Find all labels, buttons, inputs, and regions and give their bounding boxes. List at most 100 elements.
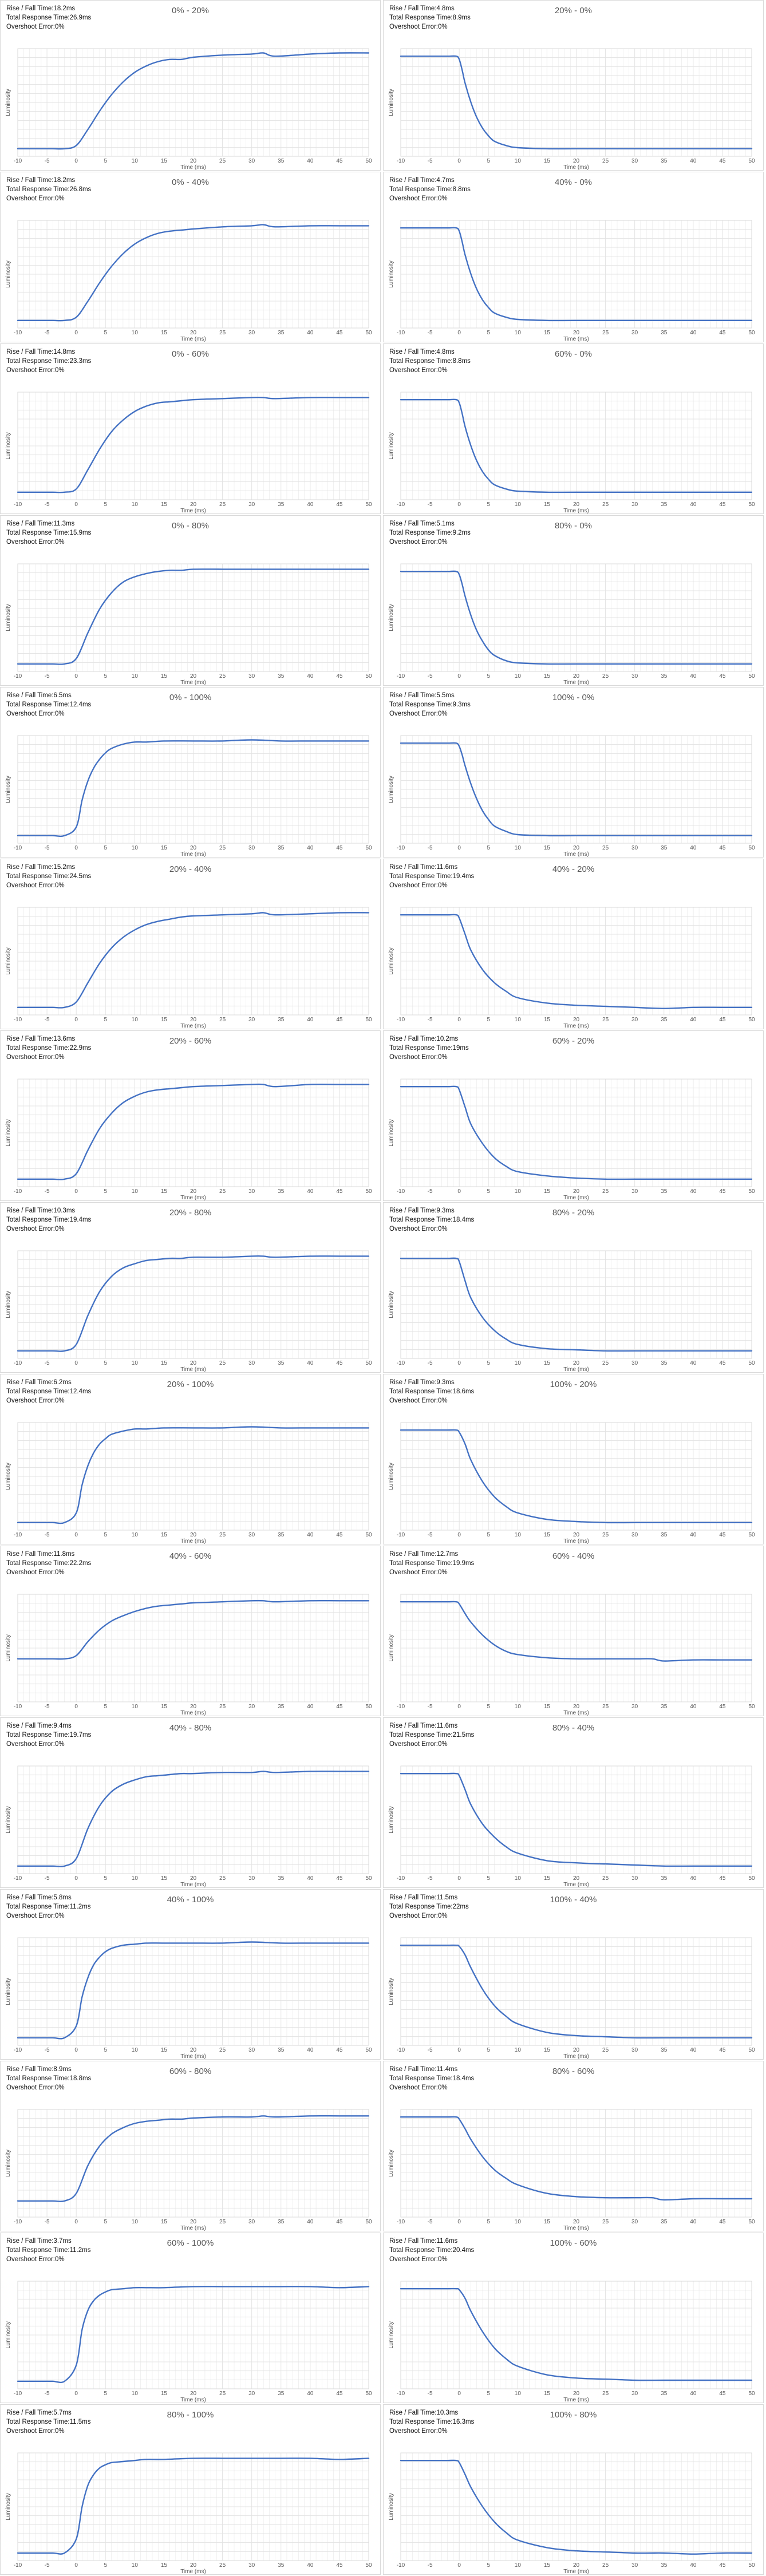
x-tick-label: 25 <box>219 2391 226 2397</box>
plot-frame <box>17 907 369 1016</box>
chart-title: 40% - 80% <box>169 1723 212 1733</box>
x-tick-label: 0 <box>457 1188 461 1195</box>
x-tick-label: 45 <box>719 2047 726 2053</box>
x-tick-label: 20 <box>573 2219 580 2225</box>
x-tick-label: 35 <box>278 2391 285 2397</box>
rise-fall-time: Rise / Fall Time:11.6ms <box>389 2238 458 2245</box>
x-tick-label: 40 <box>307 501 314 508</box>
x-tick-label: 20 <box>573 1017 580 1023</box>
x-tick-label: 25 <box>219 1360 226 1366</box>
chart-title: 60% - 20% <box>552 1036 595 1046</box>
x-tick-label: 35 <box>661 2562 668 2569</box>
x-tick-label: 0 <box>457 158 461 164</box>
y-axis-label: Luminosity <box>388 1119 394 1147</box>
stats-block: Rise / Fall Time:6.2ms Total Response Tim… <box>6 1378 91 1405</box>
x-tick-label: 30 <box>248 501 255 508</box>
chart-panel: Rise / Fall Time:11.6ms Total Response Ti… <box>383 2233 764 2403</box>
x-tick-label: 50 <box>748 1704 755 1710</box>
total-response-time: Total Response Time:12.4ms <box>6 701 92 708</box>
plot-frame <box>400 2452 752 2561</box>
chart-title: 20% - 0% <box>554 6 593 15</box>
x-tick-label: 15 <box>544 330 551 336</box>
stats-block: Rise / Fall Time:11.3ms Total Response Ti… <box>6 519 91 547</box>
x-tick-label: 0 <box>457 330 461 336</box>
x-tick-label: 20 <box>190 1188 197 1195</box>
x-tick-label: 50 <box>748 2562 755 2569</box>
x-tick-label: 15 <box>161 2562 168 2569</box>
x-tick-label: -10 <box>14 2047 22 2053</box>
x-tick-label: 45 <box>336 2562 343 2569</box>
x-tick-label: 20 <box>190 1017 197 1023</box>
chart-title: 20% - 100% <box>167 1380 214 1389</box>
x-tick-label: 5 <box>487 2047 490 2053</box>
chart-title: 20% - 60% <box>169 1036 212 1046</box>
x-axis-label: Time (ms) <box>563 1023 589 1029</box>
x-tick-label: 15 <box>161 2047 168 2053</box>
x-tick-label: 30 <box>248 1188 255 1195</box>
x-axis-label: Time (ms) <box>563 2225 589 2231</box>
x-tick-label: 40 <box>307 1360 314 1366</box>
y-axis-label: Luminosity <box>5 1806 11 1834</box>
plot-area: -10 -5 0 5 10 15 20 25 30 35 40 45 50 Time (ms) Lumino… <box>388 2281 755 2403</box>
stats-block: Rise / Fall Time:4.7ms Total Response Tim… <box>389 176 471 203</box>
x-tick-label: 20 <box>573 158 580 164</box>
x-tick-label: 30 <box>631 673 638 679</box>
x-tick-label: -10 <box>397 1875 405 1882</box>
chart-panel: Rise / Fall Time:9.3ms Total Response Tim… <box>383 1202 764 1373</box>
x-tick-label: -10 <box>397 673 405 679</box>
x-axis-label: Time (ms) <box>563 2397 589 2403</box>
x-tick-label: 10 <box>132 158 139 164</box>
x-tick-label: 45 <box>719 2562 726 2569</box>
x-tick-label: 20 <box>190 673 197 679</box>
x-tick-label: -5 <box>428 1360 433 1366</box>
x-axis-label: Time (ms) <box>563 164 589 171</box>
plot-frame <box>400 1765 752 1874</box>
rise-fall-time: Rise / Fall Time:11.3ms <box>6 520 75 527</box>
stats-block: Rise / Fall Time:10.3ms Total Response Ti… <box>389 2408 474 2436</box>
total-response-time: Total Response Time:26.8ms <box>6 186 92 193</box>
plot-area: -10 -5 0 5 10 15 20 25 30 35 40 45 50 Time (ms) Lumino… <box>5 1078 372 1200</box>
x-tick-label: -5 <box>45 501 50 508</box>
x-tick-label: 25 <box>602 1360 609 1366</box>
x-tick-label: -10 <box>14 2562 22 2569</box>
x-tick-label: 35 <box>661 330 668 336</box>
x-tick-label: 40 <box>690 2219 697 2225</box>
x-tick-label: 20 <box>573 501 580 508</box>
x-tick-label: 15 <box>544 501 551 508</box>
x-tick-label: 50 <box>365 330 372 336</box>
plot-frame <box>400 220 752 329</box>
chart-panel: Rise / Fall Time:18.2ms Total Response Ti… <box>0 0 381 171</box>
x-tick-label: -5 <box>45 1188 50 1195</box>
x-tick-label: 10 <box>515 501 522 508</box>
x-tick-label: 10 <box>515 1704 522 1710</box>
x-tick-label: 50 <box>748 2047 755 2053</box>
y-axis-label: Luminosity <box>5 947 11 975</box>
x-tick-label: -5 <box>45 330 50 336</box>
x-tick-label: 5 <box>104 2562 107 2569</box>
chart-panel: Rise / Fall Time:6.5ms Total Response Tim… <box>0 687 381 858</box>
x-tick-label: 10 <box>132 330 139 336</box>
x-tick-label: 25 <box>219 330 226 336</box>
x-tick-label: 50 <box>748 1532 755 1538</box>
rise-fall-time: Rise / Fall Time:9.3ms <box>389 1379 455 1386</box>
x-tick-label: 0 <box>74 2219 78 2225</box>
rise-fall-time: Rise / Fall Time:18.2ms <box>6 177 76 184</box>
x-tick-label: 50 <box>365 158 372 164</box>
x-tick-label: 30 <box>248 1875 255 1882</box>
x-tick-label: 15 <box>161 1875 168 1882</box>
y-axis-label: Luminosity <box>388 432 394 460</box>
total-response-time: Total Response Time:18.4ms <box>389 1216 475 1223</box>
x-tick-label: 15 <box>544 2047 551 2053</box>
x-tick-label: 25 <box>602 2391 609 2397</box>
x-axis-label: Time (ms) <box>563 336 589 342</box>
x-tick-label: 25 <box>602 2219 609 2225</box>
plot-area: -10 -5 0 5 10 15 20 25 30 35 40 45 50 Time (ms) Lumino… <box>388 1765 755 1887</box>
x-tick-label: 30 <box>248 2047 255 2053</box>
x-tick-label: 30 <box>631 158 638 164</box>
x-tick-label: 40 <box>307 845 314 851</box>
chart-title: 0% - 100% <box>169 693 212 702</box>
plot-area: -10 -5 0 5 10 15 20 25 30 35 40 45 50 Time (ms) Lumino… <box>388 2452 755 2574</box>
x-tick-label: -5 <box>428 2562 433 2569</box>
plot-frame <box>400 1937 752 2046</box>
rise-fall-time: Rise / Fall Time:4.7ms <box>389 177 455 184</box>
